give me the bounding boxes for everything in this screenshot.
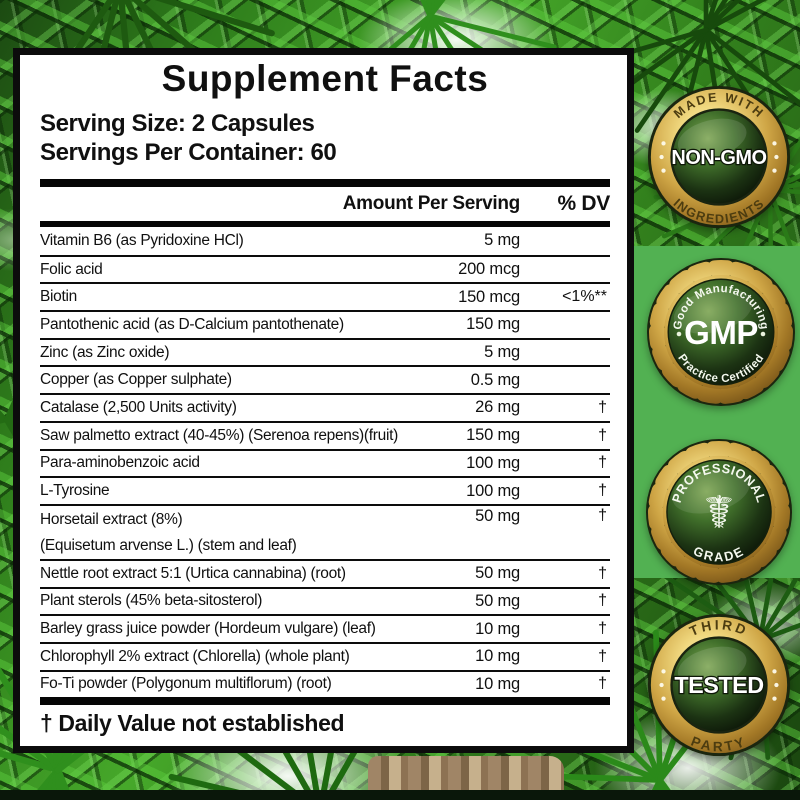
ingredient-name: Chlorophyll 2% extract (Chlorella) (whol… — [40, 647, 350, 665]
ingredient-name: Saw palmetto extract (40-45%) (Serenoa r… — [40, 426, 398, 444]
dv-header: % DV — [557, 192, 611, 215]
ingredient-name: Zinc (as Zinc oxide) — [40, 343, 170, 361]
ingredient-name: Copper (as Copper sulphate) — [40, 371, 232, 389]
amount-value: 5 mg — [484, 231, 520, 250]
ingredient-name: Biotin — [40, 288, 77, 306]
badge-bottom-text: PARTY — [689, 734, 749, 755]
table-row: Chlorophyll 2% extract (Chlorella) (whol… — [40, 641, 610, 670]
table-row: Nettle root extract 5:1 (Urtica cannabin… — [40, 558, 610, 587]
amount-value: 5 mg — [484, 343, 520, 362]
ingredient-name: Nettle root extract 5:1 (Urtica cannabin… — [40, 564, 346, 582]
ingredient-name: Horsetail extract (8%) (Equisetum arvens… — [40, 510, 297, 554]
ingredient-name: Catalase (2,500 Units activity) — [40, 398, 237, 416]
amount-value: 50 mg — [475, 506, 520, 525]
table-row: Plant sterols (45% beta-sitosterol) 50 m… — [40, 586, 610, 615]
badge-bottom-text: GRADE — [691, 543, 747, 564]
badge-center-text: GMP — [684, 314, 758, 351]
ingredient-name: Barley grass juice powder (Hordeum vulga… — [40, 620, 376, 638]
table-row: Zinc (as Zinc oxide) 5 mg — [40, 337, 610, 366]
dv-value: † — [598, 454, 607, 472]
serving-size: Serving Size: 2 Capsules — [40, 110, 315, 137]
table-row: Horsetail extract (8%) (Equisetum arvens… — [40, 503, 610, 559]
ingredient-name: Folic acid — [40, 260, 103, 278]
badge-professional: PROFESSIONAL GRADE ☤ — [645, 438, 793, 586]
ingredient-name: Pantothenic acid (as D-Calcium pantothen… — [40, 315, 344, 333]
divider-thick — [40, 179, 610, 187]
supplement-panel: Supplement Facts Serving Size: 2 Capsule… — [13, 48, 634, 753]
table-row: Para-aminobenzoic acid 100 mg † — [40, 448, 610, 477]
center-dots — [676, 331, 766, 337]
divider-medium — [40, 221, 610, 227]
amount-value: 100 mg — [466, 481, 520, 500]
badge-center-text: NON-GMO — [671, 147, 766, 169]
badge-third-party: THIRD PARTY TESTED — [646, 612, 792, 758]
bottom-dark-band — [0, 790, 800, 800]
amount-value: 150 mcg — [458, 287, 520, 306]
amount-value: 0.5 mg — [470, 370, 520, 389]
ingredient-name: Fo-Ti powder (Polygonum multiflorum) (ro… — [40, 675, 332, 693]
table-row: Copper (as Copper sulphate) 0.5 mg — [40, 365, 610, 393]
ingredient-name: Plant sterols (45% beta-sitosterol) — [40, 592, 263, 610]
footnote: † Daily Value not established — [40, 710, 345, 737]
caduceus-icon: ☤ — [704, 487, 734, 538]
table-row: Barley grass juice powder (Hordeum vulga… — [40, 614, 610, 642]
dv-value: † — [598, 620, 607, 638]
dv-value: † — [598, 647, 607, 665]
dv-value: † — [598, 564, 607, 582]
amount-value: 26 mg — [475, 398, 520, 417]
dv-value: † — [598, 426, 607, 444]
servings-per-container: Servings Per Container: 60 — [40, 139, 337, 166]
table-row: Biotin 150 mcg <1%** — [40, 282, 610, 310]
ring-dots — [659, 669, 779, 701]
amount-value: 10 mg — [475, 619, 520, 638]
table-row: Folic acid 200 mcg — [40, 254, 610, 283]
ingredient-name: Vitamin B6 (as Pyridoxine HCl) — [40, 231, 244, 249]
amount-value: 200 mcg — [458, 260, 520, 279]
amount-value: 150 mg — [466, 315, 520, 334]
table-row: Saw palmetto extract (40-45%) (Serenoa r… — [40, 420, 610, 449]
ring-dots — [659, 141, 779, 173]
amount-value: 50 mg — [475, 591, 520, 610]
amount-header: Amount Per Serving — [342, 193, 521, 214]
facts-table: Vitamin B6 (as Pyridoxine HCl) 5 mg Foli… — [40, 227, 610, 697]
table-row: Pantothenic acid (as D-Calcium pantothen… — [40, 310, 610, 338]
dv-value: † — [598, 506, 607, 524]
table-row: L-Tyrosine 100 mg † — [40, 476, 610, 504]
badge-gmp: Good Manufacturing Practice Certified GM… — [646, 257, 796, 407]
badge-top-text: THIRD — [687, 617, 750, 639]
badge-center-text: TESTED — [674, 672, 763, 698]
ingredient-name: L-Tyrosine — [40, 482, 110, 500]
amount-value: 150 mg — [466, 426, 520, 445]
dv-value: † — [598, 592, 607, 610]
dv-value: † — [598, 482, 607, 500]
amount-value: 100 mg — [466, 453, 520, 472]
amount-value: 50 mg — [475, 564, 520, 583]
divider-bottom — [40, 697, 610, 706]
dv-value: † — [598, 398, 607, 416]
dv-value: † — [598, 675, 607, 693]
column-headers: Amount Per Serving % DV — [40, 187, 611, 221]
table-row: Vitamin B6 (as Pyridoxine HCl) 5 mg — [40, 227, 610, 255]
badge-non-gmo: MADE WITH INGREDIENTS NON-GMO — [646, 84, 792, 230]
amount-value: 10 mg — [475, 674, 520, 693]
table-row: Catalase (2,500 Units activity) 26 mg † — [40, 393, 610, 421]
amount-value: 10 mg — [475, 647, 520, 666]
panel-title: Supplement Facts — [161, 58, 489, 99]
ingredient-name: Para-aminobenzoic acid — [40, 454, 200, 472]
table-row: Fo-Ti powder (Polygonum multiflorum) (ro… — [40, 669, 610, 698]
dv-value: <1%** — [562, 288, 607, 306]
